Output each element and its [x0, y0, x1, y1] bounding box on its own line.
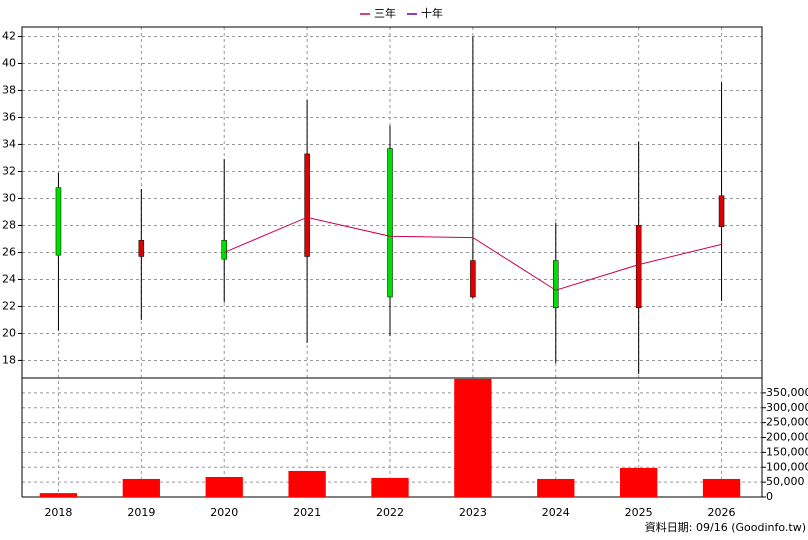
x-tick-label: 2019 — [127, 506, 155, 519]
x-tick-label: 2023 — [459, 506, 487, 519]
x-tick-label: 2022 — [376, 506, 404, 519]
y-tick-label: 30 — [2, 191, 16, 204]
x-tick-label: 2021 — [293, 506, 321, 519]
volume-bar — [371, 477, 409, 497]
candle-body — [221, 240, 227, 260]
y-tick-label: 24 — [2, 272, 16, 285]
y2-tick-label: 50,000 — [766, 475, 805, 488]
volume-bar — [620, 467, 658, 497]
volume-bar — [537, 478, 575, 497]
volume-bar — [454, 378, 492, 497]
y-tick-label: 26 — [2, 245, 16, 258]
y-tick-label: 36 — [2, 110, 16, 123]
y2-tick-label: 300,000 — [766, 401, 808, 414]
y-tick-label: 32 — [2, 164, 16, 177]
volume-bar — [288, 470, 326, 497]
legend-label: 十年 — [421, 6, 443, 20]
volume-bar — [205, 476, 243, 497]
x-tick-label: 2020 — [210, 506, 238, 519]
candle-body — [553, 260, 559, 309]
y2-tick-label: 200,000 — [766, 431, 808, 444]
y-tick-label: 38 — [2, 83, 16, 96]
volume-bar — [122, 478, 160, 497]
price-frame — [21, 26, 763, 379]
y-tick-label: 20 — [2, 326, 16, 339]
candle-body — [718, 195, 725, 228]
y2-tick-label: 100,000 — [766, 460, 808, 473]
x-tick-label: 2025 — [625, 506, 653, 519]
y2-tick-label: 0 — [766, 490, 773, 503]
source-note: 資料日期: 09/16 (Goodinfo.tw) — [645, 520, 806, 534]
volume-bar — [702, 478, 741, 497]
y-tick-label: 40 — [2, 56, 16, 69]
y-tick-label: 34 — [2, 137, 16, 150]
y2-tick-label: 150,000 — [766, 445, 808, 458]
candle-body — [635, 225, 642, 309]
x-tick-label: 2018 — [44, 506, 72, 519]
candle-body — [470, 260, 476, 298]
x-tick-label: 2026 — [708, 506, 736, 519]
candle-body — [304, 153, 310, 257]
y-tick-label: 22 — [2, 299, 16, 312]
y-tick-label: 28 — [2, 218, 16, 231]
y-tick-label: 42 — [2, 29, 16, 42]
ma-line — [224, 216, 722, 291]
y2-tick-label: 250,000 — [766, 416, 808, 429]
candle-body — [387, 148, 393, 298]
candle-body — [55, 187, 62, 256]
volume-bar — [39, 493, 78, 497]
candle-body — [138, 240, 145, 257]
legend-label: 三年 — [374, 6, 396, 20]
x-tick-label: 2024 — [542, 506, 570, 519]
y-tick-label: 18 — [2, 353, 16, 366]
y2-tick-label: 350,000 — [766, 386, 808, 399]
